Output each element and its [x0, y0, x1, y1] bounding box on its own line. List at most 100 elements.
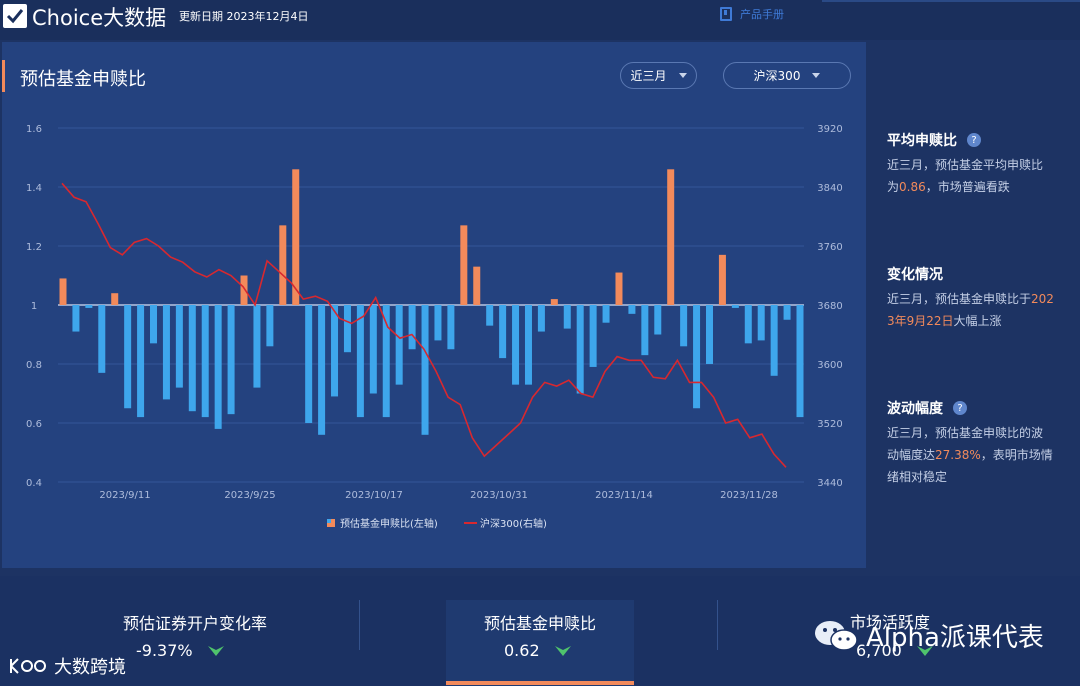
ratio-bar: [731, 305, 739, 308]
checkbox-logo-icon: [3, 4, 27, 28]
kpi-divider: [717, 600, 718, 650]
volatility-text-2a: 动幅度达: [887, 448, 936, 462]
ratio-bar: [318, 305, 326, 435]
avg-ratio-title: 平均申赎比: [887, 133, 957, 149]
kpi-selected-bg[interactable]: [446, 600, 634, 686]
ratio-bar: [150, 305, 158, 344]
x-tick-label: 2023/11/28: [720, 490, 778, 501]
kpi-title-redemption-ratio[interactable]: 预估基金申赎比: [483, 614, 596, 633]
ratio-bar: [693, 305, 701, 409]
y-left-tick-label: 1: [31, 301, 37, 312]
ratio-bar: [253, 305, 261, 388]
y-right-tick-label: 3920: [817, 124, 842, 135]
ratio-bar: [550, 299, 558, 305]
ratio-bar: [667, 169, 675, 305]
panel-title: 预估基金申赎比: [20, 69, 146, 90]
y-right-tick-label: 3680: [817, 301, 842, 312]
ratio-bar: [602, 305, 610, 323]
index-select[interactable]: 沪深300: [723, 62, 851, 89]
ratio-bar: [524, 305, 532, 385]
legend-bar-swatch-part: [327, 519, 331, 523]
y-right-tick-label: 3440: [817, 478, 842, 489]
csi300-line: [61, 182, 787, 468]
ratio-bar: [137, 305, 145, 418]
x-tick-label: 2023/9/11: [99, 490, 150, 501]
volatility-text-3: 绪相对稳定: [887, 470, 948, 484]
watermark-logo-icon: [10, 658, 46, 674]
legend-bar-label: 预估基金申赎比(左轴): [340, 517, 438, 530]
ratio-bar: [408, 305, 416, 350]
volatility-value: 27.38%: [935, 448, 981, 462]
ratio-bar: [615, 272, 623, 305]
ratio-bar: [59, 278, 67, 305]
ratio-bar: [744, 305, 752, 344]
y-left-tick-label: 1.4: [26, 183, 42, 194]
ratio-bar: [680, 305, 688, 347]
ratio-bar: [214, 305, 222, 429]
kpi-title-market-activity[interactable]: 市场活跃度: [850, 613, 931, 632]
ratio-bar: [718, 254, 726, 305]
y-right-tick-label: 3760: [817, 242, 842, 253]
ratio-bar: [796, 305, 804, 418]
y-right-tick-label: 3840: [817, 183, 842, 194]
ratio-bar: [175, 305, 183, 388]
ratio-bar: [473, 266, 481, 305]
x-tick-label: 2023/11/14: [595, 490, 653, 501]
kpi-value-text: 0.62: [504, 641, 540, 660]
wechat-icon: [815, 620, 858, 651]
redemption-ratio-chart: 1.6 1.4 1.2 1 0.8 0.6 0.4 3920 3840 3760 3680 3600 3…: [26, 124, 843, 530]
question-icon[interactable]: ?: [967, 133, 981, 147]
chevron-down-icon: [678, 73, 687, 78]
product-manual-label: 产品手册: [740, 8, 784, 21]
volatility-text-2b: ，表明市场情: [980, 448, 1053, 462]
ratio-bar: [382, 305, 390, 418]
ratio-bar: [201, 305, 209, 418]
kpi-value-market-activity: 6,700: [856, 641, 934, 660]
ratio-bar: [641, 305, 649, 356]
brand-title: Choice大数据: [32, 6, 167, 30]
ratio-bar: [628, 305, 636, 314]
kpi-value-account-change: -9.37%: [136, 641, 225, 660]
top-bar: [0, 0, 1080, 40]
y-left-tick-label: 0.4: [26, 478, 42, 489]
volatility-text-1: 近三月，预估基金申赎比的波: [887, 426, 1044, 440]
avg-ratio-value: 0.86: [899, 180, 926, 194]
y-left-tick-label: 1.2: [26, 242, 42, 253]
change-title: 变化情况: [887, 267, 943, 283]
kpi-title-account-change[interactable]: 预估证券开户变化率: [122, 614, 267, 633]
ratio-bar: [188, 305, 196, 412]
ratio-bar: [421, 305, 429, 435]
side-panel: [870, 42, 1080, 568]
ratio-bar: [434, 305, 442, 341]
title-accent: [2, 60, 5, 92]
ratio-bar: [705, 305, 713, 364]
ratio-bar: [576, 305, 584, 394]
product-manual-link[interactable]: 产品手册: [720, 6, 784, 22]
change-text-2: 大幅上涨: [953, 314, 1002, 328]
ratio-bar: [162, 305, 170, 400]
change-text-1: 近三月，预估基金申赎比于: [887, 292, 1032, 306]
period-select-value: 近三月: [630, 69, 667, 83]
ratio-bar: [486, 305, 494, 326]
watermark-right-text: Alpha派课代表: [866, 623, 1044, 653]
ratio-bar: [85, 305, 93, 308]
ratio-bar: [499, 305, 507, 359]
update-date: 更新日期 2023年12月4日: [179, 10, 309, 23]
ratio-bar: [369, 305, 377, 394]
ratio-bar: [227, 305, 235, 415]
ratio-bar: [305, 305, 313, 423]
ratio-bar: [240, 275, 248, 305]
avg-ratio-block: 平均申赎比 ? 近三月，预估基金平均申赎比 为0.86，市场普遍看跌: [887, 130, 1067, 198]
kpi-value-text: -9.37%: [136, 641, 193, 660]
down-arrow-icon: [207, 645, 224, 656]
period-select[interactable]: 近三月: [620, 62, 697, 89]
kpi-value-text: 6,700: [856, 641, 902, 660]
volatility-block: 波动幅度 ? 近三月，预估基金申赎比的波 动幅度达27.38%，表明市场情 绪相…: [887, 398, 1067, 488]
ratio-bar: [589, 305, 597, 367]
index-select-value: 沪深300: [753, 69, 801, 83]
x-tick-label: 2023/9/25: [224, 490, 275, 501]
book-icon: [720, 7, 732, 21]
question-icon[interactable]: ?: [953, 401, 967, 415]
watermark-left-text: 大数跨境: [54, 657, 126, 678]
ratio-bar: [460, 225, 468, 305]
